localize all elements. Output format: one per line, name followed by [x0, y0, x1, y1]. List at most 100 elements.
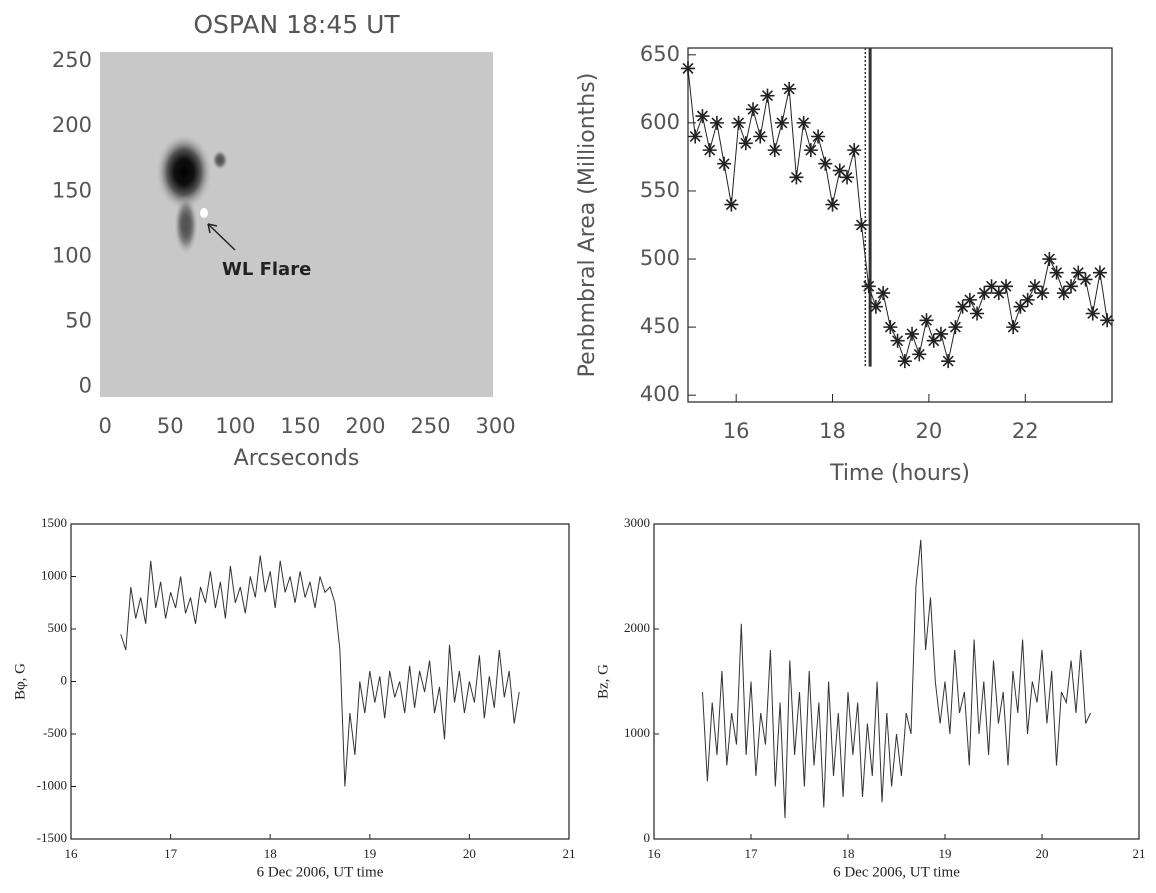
y-tick-label: 1000 — [624, 725, 650, 740]
x-tick-label: 150 — [280, 414, 320, 438]
y-tick-label: 550 — [640, 178, 680, 202]
data-marker — [1085, 306, 1100, 321]
penumbra — [174, 195, 198, 255]
x-tick-label: 19 — [939, 846, 952, 861]
x-axis-label: 6 Dec 2006, UT time — [257, 864, 384, 880]
data-marker — [796, 115, 811, 130]
y-tick-label: 0 — [61, 672, 68, 687]
data-marker — [688, 129, 703, 144]
data-marker — [702, 143, 717, 158]
y-axis-label: Bz, G — [595, 664, 611, 699]
data-marker — [854, 218, 869, 232]
x-tick-label: 20 — [463, 846, 476, 861]
y-tick-label: 3000 — [624, 515, 650, 530]
data-marker — [941, 354, 956, 369]
pore — [212, 150, 228, 170]
data-marker — [709, 115, 724, 130]
y-tick-label: -1500 — [37, 830, 67, 845]
data-marker — [818, 156, 833, 171]
y-tick-label: 50 — [65, 308, 92, 332]
data-marker — [897, 354, 912, 369]
data-marker — [919, 313, 934, 328]
x-tick-label: 0 — [99, 414, 112, 438]
data-marker — [948, 320, 963, 335]
y-tick-label: 500 — [48, 620, 68, 635]
y-tick-label: -500 — [43, 725, 67, 740]
x-tick-label: 20 — [916, 419, 943, 443]
data-marker — [926, 333, 941, 348]
y-tick-label: 450 — [640, 314, 680, 338]
x-tick-label: 250 — [410, 414, 450, 438]
data-marker — [1064, 279, 1079, 294]
x-tick-label: 300 — [476, 414, 516, 438]
y-tick-label: 100 — [52, 243, 92, 267]
data-marker — [1013, 299, 1028, 314]
y-axis-label: Bφ, G — [12, 663, 28, 700]
data-marker — [782, 81, 797, 96]
data-marker — [1020, 292, 1035, 307]
y-tick-label: -1000 — [37, 777, 67, 792]
x-axis-label: Time (hours) — [829, 461, 970, 486]
x-tick-label: 16 — [723, 419, 750, 443]
x-tick-label: 17 — [745, 846, 759, 861]
data-marker — [912, 347, 927, 362]
data-marker — [933, 326, 948, 341]
plot-frame — [70, 523, 570, 840]
solar-image: WL Flare — [100, 52, 493, 397]
data-marker — [962, 292, 977, 307]
image-background — [100, 52, 493, 397]
data-marker — [876, 286, 891, 301]
x-tick-label: 16 — [65, 846, 79, 861]
data-marker — [883, 320, 898, 335]
data-marker — [832, 163, 847, 178]
data-marker — [746, 102, 761, 117]
data-marker — [905, 326, 920, 341]
x-tick-label: 16 — [648, 846, 662, 861]
y-tick-label: 2000 — [624, 620, 650, 635]
y-tick-label: 650 — [640, 42, 680, 66]
data-marker — [1100, 313, 1115, 328]
arrow-head — [207, 223, 218, 234]
x-tick-label: 100 — [215, 414, 255, 438]
y-tick-label: 600 — [640, 110, 680, 134]
data-marker — [847, 143, 862, 158]
flare-arrow — [207, 223, 236, 251]
data-marker — [825, 197, 840, 212]
data-marker — [1071, 265, 1086, 280]
data-marker — [738, 136, 753, 151]
data-marker — [760, 88, 775, 103]
x-tick-label: 20 — [1036, 846, 1049, 861]
data-marker — [803, 143, 818, 158]
x-tick-label: 18 — [842, 846, 855, 861]
y-tick-label: 0 — [79, 374, 92, 398]
data-marker — [1027, 279, 1042, 294]
data-marker — [868, 299, 883, 314]
data-marker — [1006, 320, 1021, 335]
y-tick-label: 150 — [52, 178, 92, 202]
y-tick-label: 1500 — [41, 515, 67, 530]
data-marker — [984, 279, 999, 294]
data-marker — [1056, 286, 1071, 301]
plot-frame — [687, 47, 1113, 403]
data-marker — [789, 170, 804, 185]
y-tick-label: 1000 — [41, 567, 67, 582]
y-axis-label: Penbmbral Area (Millionths) — [575, 73, 600, 378]
data-marker — [724, 197, 739, 212]
data-marker — [970, 306, 985, 321]
chart-title: OSPAN 18:45 UT — [193, 10, 400, 39]
data-marker — [731, 115, 746, 130]
x-axis-label: Arcseconds — [234, 446, 360, 471]
x-tick-label: 18 — [819, 419, 846, 443]
data-marker — [999, 279, 1013, 294]
x-tick-label: 19 — [363, 846, 376, 861]
data-marker — [717, 156, 732, 171]
annotation: WL Flare — [222, 259, 311, 280]
data-marker — [774, 115, 789, 130]
y-tick-label: 400 — [640, 382, 680, 406]
x-tick-label: 17 — [164, 846, 178, 861]
data-marker — [1035, 286, 1050, 301]
data-marker — [681, 61, 695, 76]
data-marker — [1078, 272, 1093, 287]
x-tick-label: 200 — [345, 414, 385, 438]
